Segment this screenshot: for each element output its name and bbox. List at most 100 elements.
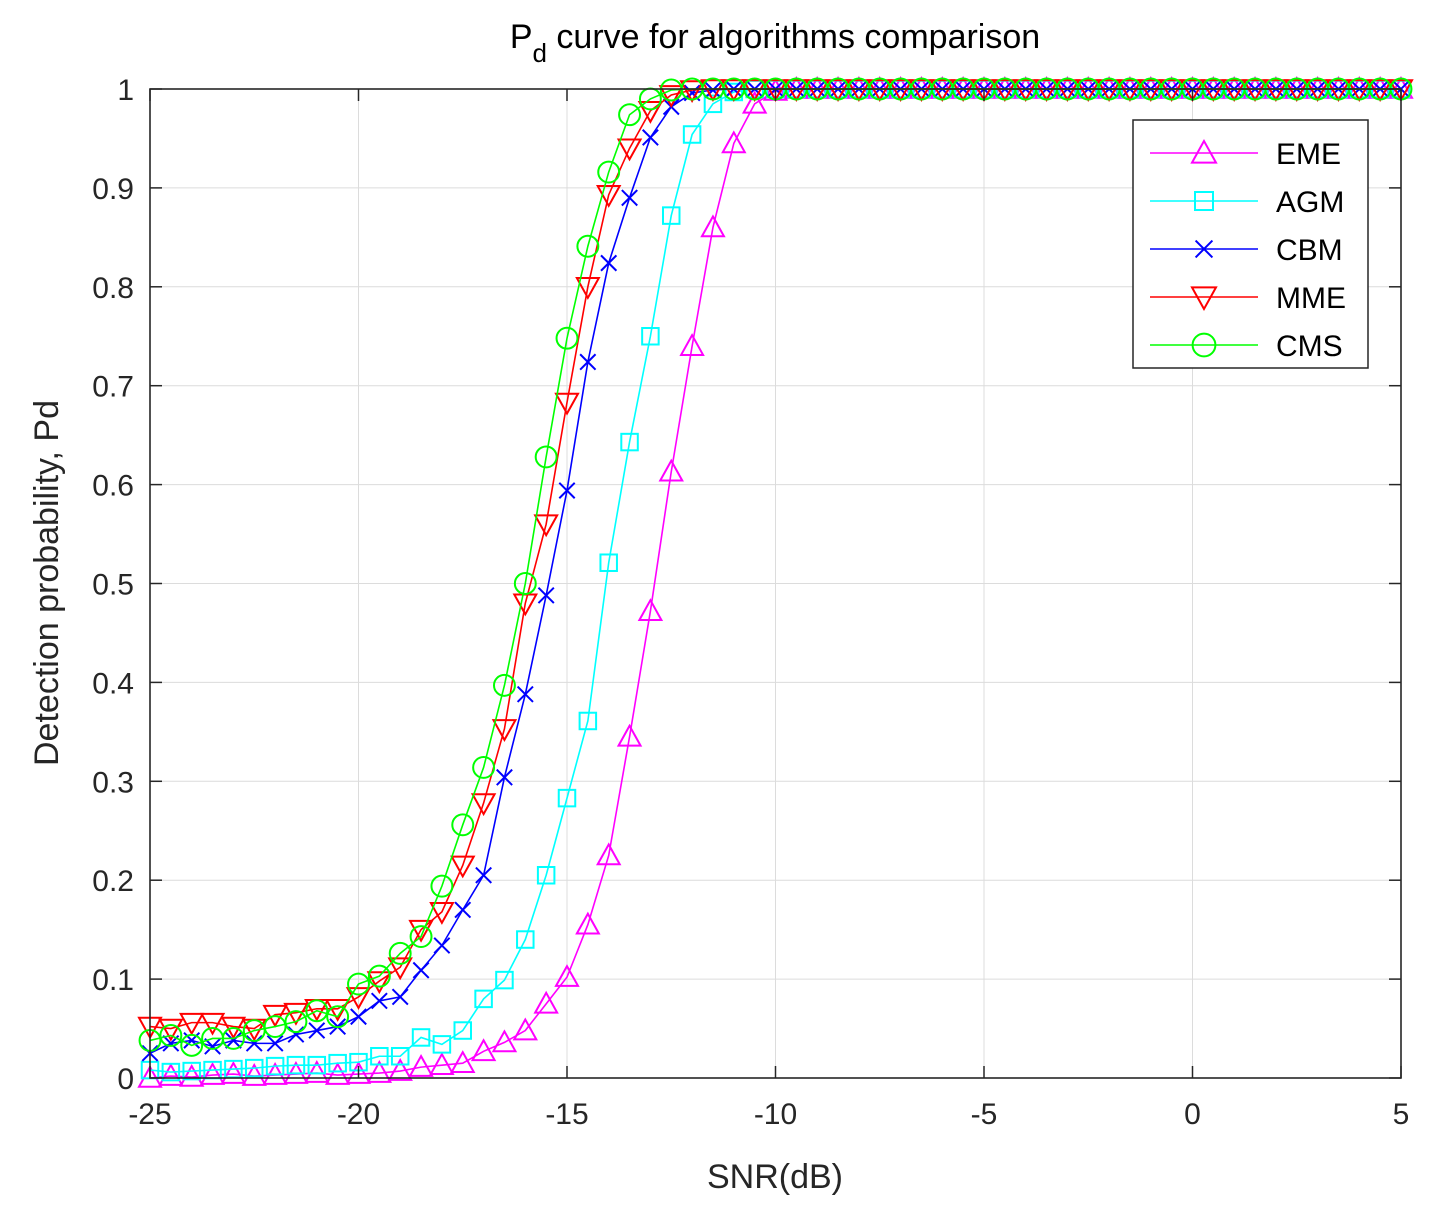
legend-item-cbm: CBM [1150, 234, 1343, 267]
data-point-mme [929, 79, 955, 103]
legend-label: MME [1276, 282, 1346, 315]
data-point-agm [516, 930, 535, 949]
data-point-agm [182, 1061, 201, 1081]
data-point-cms [367, 964, 391, 988]
data-point-mme [804, 79, 830, 103]
data-point-cms [159, 1024, 183, 1047]
data-point-cbm [370, 992, 388, 1010]
legend: EME AGM CBM MME CMS [1132, 119, 1369, 369]
x-tick-label: -5 [971, 1098, 998, 1131]
data-point-eme [700, 214, 726, 238]
data-point-cms [263, 1015, 287, 1039]
data-point-agm [328, 1053, 347, 1073]
data-point-mme [867, 79, 893, 103]
y-tick-label: 1 [117, 74, 134, 107]
data-point-agm [286, 1055, 306, 1075]
data-point-agm [370, 1046, 389, 1066]
data-point-mme [533, 514, 559, 538]
data-point-cms [618, 103, 641, 127]
data-point-eme [429, 1052, 455, 1075]
data-point-cms [221, 1026, 245, 1050]
data-point-eme [345, 1060, 372, 1084]
data-point-cbm [621, 189, 638, 207]
data-point-mme [554, 392, 580, 416]
data-point-agm [161, 1062, 181, 1082]
data-point-cms [388, 941, 412, 965]
data-point-agm [599, 553, 618, 572]
data-point-mme [575, 277, 601, 300]
data-point-eme [470, 1038, 497, 1062]
y-tick-label: 0.5 [92, 569, 134, 602]
data-point-eme [512, 1017, 538, 1041]
chart-title-main: P [510, 18, 533, 56]
data-point-eme [450, 1050, 476, 1073]
data-point-cms [472, 756, 496, 779]
data-point-mme [324, 998, 351, 1022]
legend-marker [1194, 191, 1214, 211]
data-point-eme [533, 990, 559, 1014]
data-point-eme [637, 598, 664, 621]
x-tick-label: -10 [754, 1098, 797, 1131]
data-point-eme [658, 458, 684, 482]
data-point-mme [1138, 79, 1164, 103]
data-point-agm [662, 206, 681, 225]
chart-title-rest: curve for algorithms comparison [547, 18, 1040, 56]
data-point-mme [1075, 79, 1101, 103]
data-point-eme [741, 90, 768, 114]
legend-label: AGM [1276, 186, 1344, 219]
x-tick-label: -20 [337, 1098, 380, 1131]
legend-item-agm: AGM [1150, 186, 1344, 219]
data-point-mme [1346, 79, 1372, 103]
data-point-mme [491, 719, 518, 742]
data-point-mme [429, 902, 455, 925]
chart-title: Pd curve for algorithms comparison [510, 18, 1040, 68]
data-point-mme [158, 1018, 184, 1042]
data-point-eme [179, 1063, 205, 1087]
x-tick-label: 0 [1184, 1098, 1201, 1131]
data-point-agm [557, 788, 577, 808]
data-point-agm [411, 1028, 431, 1047]
data-point-mme [1304, 79, 1331, 103]
legend-marker [1190, 138, 1218, 164]
data-point-eme [408, 1054, 434, 1077]
data-point-cms [597, 160, 621, 184]
data-point-mme [1263, 79, 1289, 103]
x-tick-label: -25 [128, 1098, 171, 1131]
data-point-eme [491, 1029, 518, 1053]
data-point-cbm [224, 1032, 242, 1049]
data-point-mme [1013, 79, 1039, 103]
data-point-mme [637, 100, 664, 124]
legend-item-cms: CMS [1150, 330, 1343, 363]
data-point-eme [199, 1061, 226, 1085]
y-tick-label: 0.4 [92, 667, 134, 700]
data-point-agm [265, 1056, 285, 1076]
y-tick-label: 0.9 [92, 173, 134, 206]
data-point-mme [262, 1004, 288, 1028]
data-point-mme [616, 138, 643, 162]
data-point-eme [137, 1064, 163, 1088]
data-point-mme [366, 971, 393, 995]
data-point-eme [220, 1060, 247, 1084]
data-point-cbm [350, 1008, 367, 1026]
data-point-eme [554, 964, 580, 987]
data-point-cbm [287, 1026, 305, 1043]
data-point-agm [245, 1058, 264, 1078]
data-point-mme [1117, 79, 1143, 103]
data-point-mme [700, 79, 726, 103]
data-point-cbm [454, 901, 472, 919]
data-point-cbm [537, 586, 555, 604]
data-point-cms [451, 813, 475, 837]
data-point-mme [408, 919, 434, 943]
data-point-eme [679, 333, 705, 356]
data-point-mme [825, 79, 851, 103]
data-point-mme [596, 185, 622, 208]
legend-label: CBM [1276, 234, 1343, 267]
y-tick-label: 0.1 [92, 964, 134, 997]
data-point-eme [304, 1059, 330, 1083]
legend-marker [1190, 286, 1218, 312]
data-point-agm [620, 432, 639, 452]
data-point-cbm [600, 254, 618, 272]
data-point-agm [495, 970, 514, 990]
data-point-cbm [704, 81, 722, 99]
